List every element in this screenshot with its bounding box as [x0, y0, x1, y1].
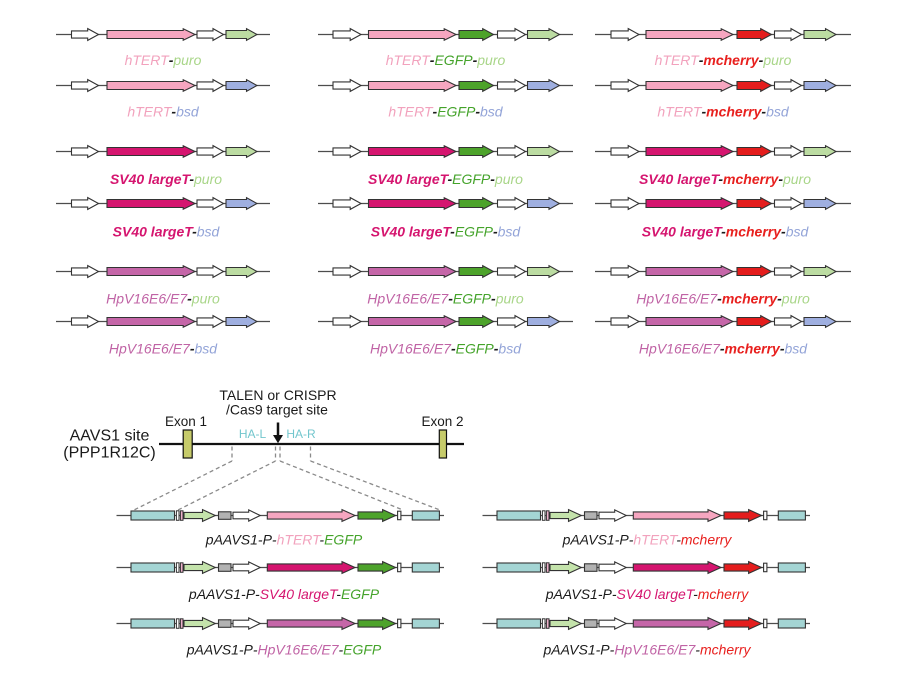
- svg-text:hTERT-EGFP-puro: hTERT-EGFP-puro: [386, 52, 506, 68]
- svg-text:TALEN or CRISPR: TALEN or CRISPR: [219, 387, 336, 403]
- svg-text:pAAVS1-P-HpV16E6/E7-mcherry: pAAVS1-P-HpV16E6/E7-mcherry: [542, 642, 751, 658]
- svg-text:hTERT-mcherry-puro: hTERT-mcherry-puro: [655, 52, 792, 68]
- svg-text:(PPP1R12C): (PPP1R12C): [63, 445, 155, 462]
- svg-text:pAAVS1-P-HpV16E6/E7-EGFP: pAAVS1-P-HpV16E6/E7-EGFP: [186, 642, 382, 658]
- svg-text:hTERT-puro: hTERT-puro: [125, 52, 202, 68]
- svg-text:SV40 largeT-bsd: SV40 largeT-bsd: [113, 224, 221, 240]
- svg-text:pAAVS1-P-SV40 largeT-EGFP: pAAVS1-P-SV40 largeT-EGFP: [188, 586, 380, 602]
- svg-text:HpV16E6/E7-mcherry-puro: HpV16E6/E7-mcherry-puro: [636, 291, 810, 307]
- svg-text:HA-L: HA-L: [239, 427, 267, 441]
- svg-text:/Cas9 target site: /Cas9 target site: [226, 402, 328, 418]
- svg-text:hTERT-EGFP-bsd: hTERT-EGFP-bsd: [388, 103, 503, 119]
- svg-text:SV40 largeT-EGFP-puro: SV40 largeT-EGFP-puro: [368, 171, 523, 187]
- svg-text:Exon 2: Exon 2: [421, 414, 463, 429]
- svg-text:HpV16E6/E7-EGFP-puro: HpV16E6/E7-EGFP-puro: [367, 291, 524, 307]
- svg-text:Exon 1: Exon 1: [165, 414, 207, 429]
- svg-text:HpV16E6/E7-bsd: HpV16E6/E7-bsd: [109, 340, 218, 356]
- svg-text:AAVS1 site: AAVS1 site: [70, 428, 150, 445]
- svg-text:hTERT-bsd: hTERT-bsd: [127, 103, 200, 119]
- svg-text:SV40 largeT-EGFP-bsd: SV40 largeT-EGFP-bsd: [371, 224, 522, 240]
- svg-text:SV40 largeT-puro: SV40 largeT-puro: [110, 171, 222, 187]
- svg-text:HpV16E6/E7-EGFP-bsd: HpV16E6/E7-EGFP-bsd: [370, 340, 522, 356]
- svg-text:SV40 largeT-mcherry-bsd: SV40 largeT-mcherry-bsd: [642, 224, 810, 240]
- svg-text:HpV16E6/E7-mcherry-bsd: HpV16E6/E7-mcherry-bsd: [639, 340, 808, 356]
- svg-text:pAAVS1-P-hTERT-mcherry: pAAVS1-P-hTERT-mcherry: [562, 532, 733, 548]
- svg-text:SV40 largeT-mcherry-puro: SV40 largeT-mcherry-puro: [639, 171, 811, 187]
- svg-text:pAAVS1-P-hTERT-EGFP: pAAVS1-P-hTERT-EGFP: [205, 532, 363, 548]
- svg-text:pAAVS1-P-SV40 largeT-mcherry: pAAVS1-P-SV40 largeT-mcherry: [545, 586, 750, 602]
- svg-text:hTERT-mcherry-bsd: hTERT-mcherry-bsd: [657, 103, 789, 119]
- svg-text:HpV16E6/E7-puro: HpV16E6/E7-puro: [106, 291, 220, 307]
- svg-text:HA-R: HA-R: [286, 427, 316, 441]
